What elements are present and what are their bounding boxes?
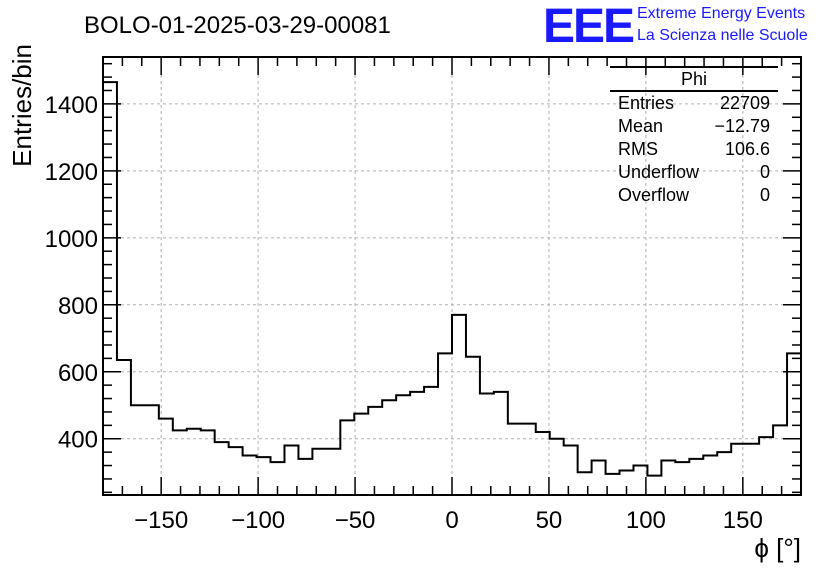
eee-logo-mark: EEE — [543, 0, 634, 53]
stats-row: Underflow 0 — [610, 161, 778, 184]
eee-logo-line2: La Scienza nelle Scuole — [637, 27, 808, 44]
x-tick-label: 150 — [723, 507, 763, 534]
x-axis-label: ϕ [°] — [754, 533, 801, 563]
stats-value: 22709 — [719, 93, 770, 113]
plot-grid — [103, 57, 801, 495]
y-tick-label: 800 — [58, 293, 98, 320]
stats-row: Entries 22709 — [610, 92, 778, 115]
axis-ticks — [102, 57, 802, 495]
y-tick-label: 1000 — [45, 226, 98, 253]
chart-title: BOLO-01-2025-03-29-00081 — [84, 12, 391, 39]
y-tick-label: 1200 — [45, 159, 98, 186]
stats-row: Overflow 0 — [610, 184, 778, 207]
y-tick-labels: 400 600 800 1000 1200 1400 — [45, 92, 98, 454]
y-axis-label: Entries/bin — [7, 44, 37, 167]
stats-value: 0 — [759, 185, 770, 205]
stats-label: Overflow — [618, 185, 690, 205]
histogram-series-line — [102, 81, 802, 495]
stats-label: Entries — [618, 93, 675, 113]
eee-logo-line1: Extreme Energy Events — [637, 5, 805, 22]
stats-row: Mean −12.79 — [610, 115, 778, 138]
stats-box: Phi Entries 22709 Mean −12.79 RMS 106.6 Underf… — [610, 66, 778, 207]
x-tick-label: −50 — [335, 507, 376, 534]
plot-frame — [102, 56, 802, 496]
stats-value: −12.79 — [714, 116, 770, 136]
y-tick-label: 1400 — [45, 92, 98, 119]
x-tick-label: 100 — [626, 507, 666, 534]
stats-label: Underflow — [618, 162, 700, 182]
stats-title: Phi — [610, 66, 778, 92]
x-tick-label: −150 — [134, 507, 188, 534]
x-tick-label: −100 — [231, 507, 285, 534]
stats-label: RMS — [618, 139, 658, 159]
x-tick-label: 50 — [536, 507, 563, 534]
stats-value: 106.6 — [724, 139, 770, 159]
stats-row: RMS 106.6 — [610, 138, 778, 161]
x-tick-label: 0 — [445, 507, 458, 534]
x-tick-labels: −150 −100 −50 0 50 100 150 — [134, 507, 763, 534]
y-tick-label: 600 — [58, 360, 98, 387]
stats-label: Mean — [618, 116, 664, 136]
stats-value: 0 — [759, 162, 770, 182]
y-tick-label: 400 — [58, 427, 98, 454]
